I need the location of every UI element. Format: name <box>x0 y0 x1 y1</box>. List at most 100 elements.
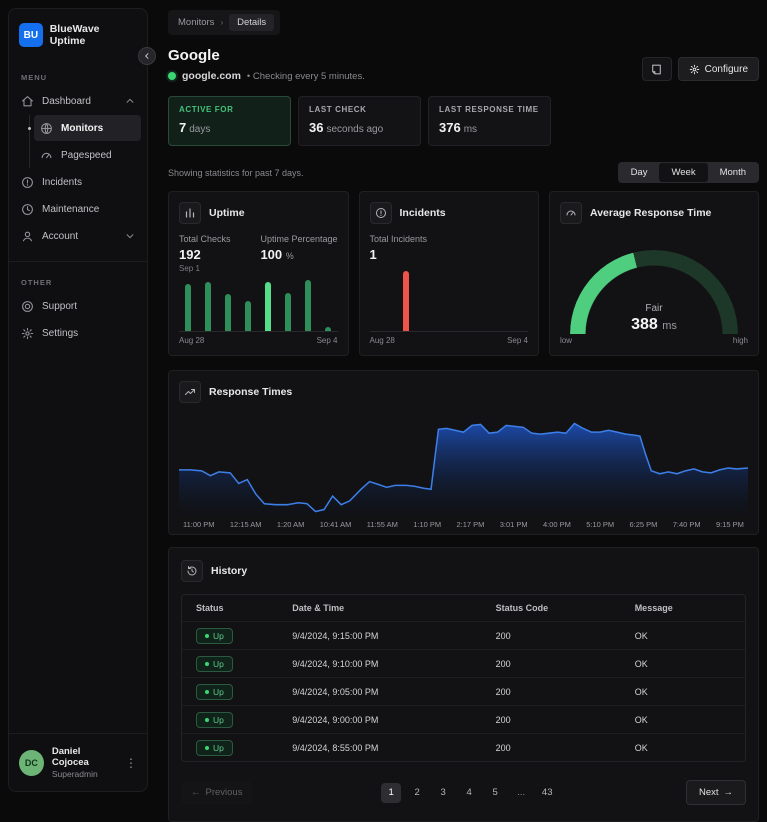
card-title: Average Response Time <box>590 207 712 219</box>
gauge-icon <box>566 210 576 216</box>
sidebar-item-dashboard[interactable]: Dashboard <box>15 88 141 114</box>
configure-button[interactable]: Configure <box>677 57 759 81</box>
table-row[interactable]: Up 9/4/2024, 9:00:00 PM 200 OK <box>182 705 745 733</box>
uptime-bar[interactable] <box>205 281 212 331</box>
uptime-bar[interactable] <box>185 284 191 331</box>
status-badge: Up <box>196 739 233 756</box>
sidebar-item-label: Incidents <box>42 176 83 188</box>
uptime-card: Uptime Total Checks 192 Sep 1 Uptime Per… <box>168 191 349 356</box>
sidebar-divider <box>9 261 147 262</box>
message-cell: OK <box>634 714 648 725</box>
clock-icon <box>22 203 33 215</box>
x-axis-label: 4:00 PM <box>542 520 571 530</box>
incidents-x-axis: Aug 28 Sep 4 <box>370 332 529 345</box>
page-numbers: 1 2 3 4 5... 43 <box>252 782 685 803</box>
uptime-bar[interactable] <box>325 327 332 331</box>
monitor-url: google.com <box>182 70 241 82</box>
x-axis-label: 10:41 AM <box>319 520 352 530</box>
card-title: Uptime <box>209 207 245 219</box>
datetime-cell: 9/4/2024, 9:15:00 PM <box>292 630 379 641</box>
stat-card-last-response-time: LAST RESPONSE TIME 376 ms <box>428 96 551 146</box>
breadcrumb-monitors[interactable]: Monitors <box>178 17 215 28</box>
uptime-bar[interactable] <box>305 280 312 331</box>
datetime-cell: 9/4/2024, 8:55:00 PM <box>292 742 379 753</box>
uptime-bar[interactable] <box>245 300 252 331</box>
incidents-bar-chart[interactable] <box>369 266 528 332</box>
total-incidents-label: Total Incidents <box>369 234 428 244</box>
uptime-percentage-label: Uptime Percentage <box>260 234 338 244</box>
uptime-bar-chart[interactable] <box>179 277 338 332</box>
table-row[interactable]: Up 9/4/2024, 8:55:00 PM 200 OK <box>182 733 745 761</box>
table-row[interactable]: Up 9/4/2024, 9:05:00 PM 200 OK <box>182 677 745 705</box>
sidebar-item-maintenance[interactable]: Maintenance <box>15 196 141 222</box>
charts-row: Uptime Total Checks 192 Sep 1 Uptime Per… <box>168 191 759 418</box>
uptime-bar[interactable] <box>285 292 292 331</box>
status-code-cell: 200 <box>495 686 511 697</box>
breadcrumb: Monitors › Details <box>168 10 281 35</box>
sidebar-item-pagespeed[interactable]: Pagespeed <box>34 142 141 168</box>
x-axis-label: 11:55 AM <box>366 520 398 530</box>
page-number[interactable]: 1 <box>381 782 402 803</box>
total-checks-label: Total Checks <box>179 234 231 244</box>
user-menu-button[interactable]: ⋮ <box>125 755 137 770</box>
history-header: History <box>181 560 746 582</box>
range-option-month[interactable]: Month <box>719 167 746 178</box>
sidebar-item-monitors[interactable]: Monitors <box>34 115 141 141</box>
dashboard-submenu: Monitors Pagespeed <box>28 115 147 168</box>
stat-unit: ms <box>463 124 478 135</box>
page-ellipsis: ... <box>517 787 526 798</box>
sidebar-item-support[interactable]: Support <box>15 293 141 319</box>
response-times-header: Response Times <box>179 381 748 403</box>
sidebar-item-account[interactable]: Account <box>15 223 141 249</box>
response-area-svg <box>179 422 748 516</box>
status-dot <box>205 717 209 722</box>
status-badge: Up <box>196 711 233 728</box>
sidebar-item-incidents[interactable]: Incidents <box>15 169 141 195</box>
trend-up-icon <box>185 389 195 395</box>
monitor-status-row: google.com • Checking every 5 minutes. C… <box>168 57 759 82</box>
sidebar-collapse-button[interactable] <box>138 47 156 65</box>
stat-unit: seconds ago <box>326 124 384 135</box>
active-item-dot <box>28 127 31 130</box>
stat-value: 7 <box>179 120 187 135</box>
main-content: Monitors › Details Google google.com • C… <box>160 0 767 822</box>
uptime-bar[interactable] <box>265 282 272 331</box>
breadcrumb-details[interactable]: Details <box>229 14 275 31</box>
x-axis-label: 1:20 AM <box>276 520 305 530</box>
gauge-rating: Fair <box>645 303 663 314</box>
x-axis-label: 3:01 PM <box>499 520 528 530</box>
history-card: History Status Date & Time Status Code M… <box>168 547 759 822</box>
other-section-label: OTHER <box>21 278 53 287</box>
col-message: Message <box>634 603 673 613</box>
gauge-minmax: low high <box>560 336 748 345</box>
stat-label: LAST RESPONSE TIME <box>439 105 539 114</box>
x-axis-end: Sep 4 <box>507 336 528 345</box>
stat-unit: days <box>189 124 211 135</box>
table-row[interactable]: Up 9/4/2024, 9:15:00 PM 200 OK <box>182 621 745 649</box>
total-checks: Total Checks 192 Sep 1 <box>179 234 231 273</box>
pause-monitor-button[interactable] <box>641 57 672 81</box>
stat-card-last-check: LAST CHECK 36 seconds ago <box>298 96 421 146</box>
page-number[interactable]: 2 <box>414 787 420 798</box>
uptime-card-header: Uptime <box>179 202 338 224</box>
range-option-day[interactable]: Day <box>630 167 648 178</box>
page-number[interactable]: 5 <box>492 787 498 798</box>
page-number[interactable]: 3 <box>440 787 446 798</box>
page-number[interactable]: 43 <box>541 787 553 798</box>
x-axis-label: 1:10 PM <box>413 520 442 530</box>
range-option-week[interactable]: Week <box>659 163 708 182</box>
avg-response-card-header: Average Response Time <box>560 202 748 224</box>
sidebar-item-settings[interactable]: Settings <box>15 320 141 346</box>
page-number[interactable]: 4 <box>466 787 472 798</box>
incident-bar[interactable] <box>402 270 409 331</box>
table-row[interactable]: Up 9/4/2024, 9:10:00 PM 200 OK <box>182 649 745 677</box>
response-gauge[interactable]: Fair 388 ms <box>570 250 738 418</box>
arrow-right-icon: → <box>723 787 734 798</box>
response-area-chart[interactable] <box>179 411 748 516</box>
checking-note: • Checking every 5 minutes. <box>246 70 365 82</box>
previous-page-button[interactable]: ← Previous <box>181 781 253 804</box>
next-page-button[interactable]: Next → <box>685 780 746 805</box>
uptime-bar[interactable] <box>225 293 232 331</box>
user-name: Daniel Cojocea <box>51 746 89 768</box>
status-dot <box>205 745 209 750</box>
